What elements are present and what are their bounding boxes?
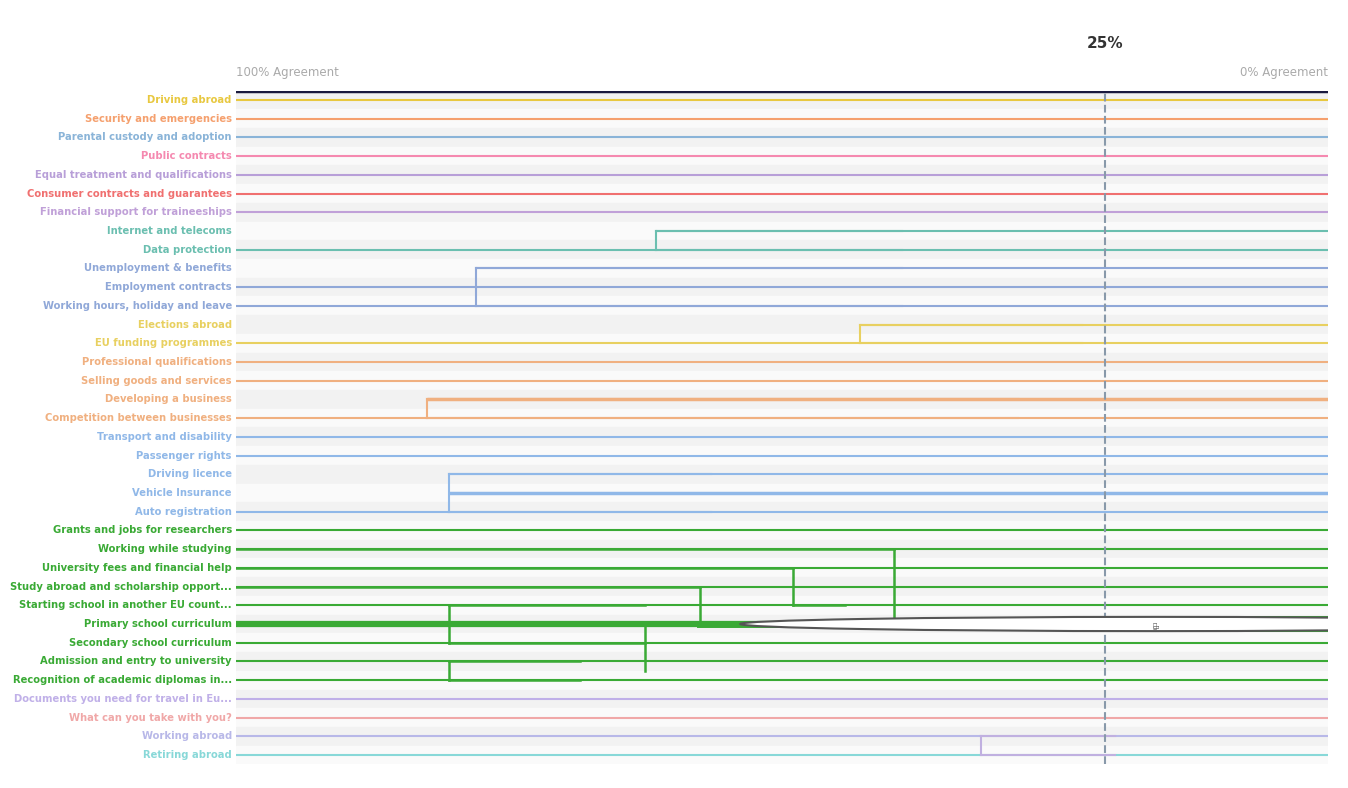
Bar bbox=[236, 409, 1328, 428]
Bar bbox=[236, 371, 1328, 390]
Text: 100% Agreement: 100% Agreement bbox=[236, 66, 338, 79]
Text: Equal treatment and qualifications: Equal treatment and qualifications bbox=[35, 170, 232, 180]
Text: Data protection: Data protection bbox=[143, 245, 232, 255]
Bar bbox=[236, 745, 1328, 764]
Text: Financial support for traineeships: Financial support for traineeships bbox=[40, 207, 232, 217]
Bar bbox=[236, 428, 1328, 446]
Bar bbox=[236, 652, 1328, 671]
Text: ▭: ▭ bbox=[1153, 624, 1158, 630]
Text: Passenger rights: Passenger rights bbox=[136, 451, 232, 460]
Bar bbox=[236, 334, 1328, 353]
Text: Vehicle Insurance: Vehicle Insurance bbox=[132, 488, 232, 498]
Text: 0% Agreement: 0% Agreement bbox=[1240, 66, 1328, 79]
Bar bbox=[236, 165, 1328, 184]
Text: Driving licence: Driving licence bbox=[148, 470, 232, 479]
Text: Grants and jobs for researchers: Grants and jobs for researchers bbox=[53, 526, 232, 535]
Text: Secondary school curriculum: Secondary school curriculum bbox=[69, 637, 232, 648]
FancyBboxPatch shape bbox=[1181, 616, 1328, 632]
Text: Selling goods and services: Selling goods and services bbox=[81, 376, 232, 385]
Circle shape bbox=[740, 617, 1348, 631]
Bar bbox=[236, 634, 1328, 652]
Bar bbox=[236, 446, 1328, 465]
Text: Driving abroad: Driving abroad bbox=[147, 95, 232, 105]
Bar bbox=[236, 296, 1328, 315]
Bar bbox=[236, 578, 1328, 596]
Text: Unemployment & benefits: Unemployment & benefits bbox=[84, 263, 232, 273]
Bar bbox=[236, 184, 1328, 203]
Bar bbox=[236, 353, 1328, 371]
Bar bbox=[236, 110, 1328, 128]
Bar bbox=[236, 690, 1328, 708]
Text: EU funding programmes: EU funding programmes bbox=[94, 338, 232, 348]
Text: Employment contracts: Employment contracts bbox=[105, 282, 232, 292]
Text: ⌒: ⌒ bbox=[1153, 623, 1158, 629]
Text: Study abroad and scholarship opport...: Study abroad and scholarship opport... bbox=[9, 582, 232, 592]
Bar bbox=[236, 315, 1328, 334]
Bar bbox=[236, 128, 1328, 147]
Text: Primary school curriculum: Primary school curriculum bbox=[84, 619, 232, 629]
Bar bbox=[236, 484, 1328, 503]
Bar bbox=[236, 221, 1328, 240]
Bar bbox=[236, 91, 1328, 110]
Bar bbox=[236, 240, 1328, 259]
Bar bbox=[236, 259, 1328, 278]
Text: Education, School, School resources: Education, School, School resources bbox=[1162, 619, 1347, 629]
Text: University fees and financial help: University fees and financial help bbox=[42, 563, 232, 573]
Text: Working hours, holiday and leave: Working hours, holiday and leave bbox=[43, 301, 232, 310]
Text: 25%: 25% bbox=[1086, 36, 1123, 51]
Bar bbox=[236, 147, 1328, 165]
Bar bbox=[236, 503, 1328, 521]
Bar bbox=[236, 671, 1328, 690]
Text: Starting school in another EU count...: Starting school in another EU count... bbox=[19, 600, 232, 610]
Text: What can you take with you?: What can you take with you? bbox=[69, 712, 232, 723]
Bar bbox=[236, 708, 1328, 727]
Bar bbox=[236, 596, 1328, 615]
Text: Public contracts: Public contracts bbox=[142, 151, 232, 161]
Bar bbox=[236, 203, 1328, 221]
Text: Elections abroad: Elections abroad bbox=[137, 320, 232, 329]
Bar bbox=[236, 727, 1328, 745]
Text: Developing a business: Developing a business bbox=[105, 395, 232, 404]
Text: Documents you need for travel in Eu...: Documents you need for travel in Eu... bbox=[13, 694, 232, 704]
Text: Professional qualifications: Professional qualifications bbox=[82, 357, 232, 367]
Text: Consumer contracts and guarantees: Consumer contracts and guarantees bbox=[27, 188, 232, 199]
Text: Working abroad: Working abroad bbox=[142, 731, 232, 742]
Text: Admission and entry to university: Admission and entry to university bbox=[40, 656, 232, 667]
Bar bbox=[236, 540, 1328, 559]
Text: Transport and disability: Transport and disability bbox=[97, 432, 232, 442]
Text: Internet and telecoms: Internet and telecoms bbox=[106, 226, 232, 236]
Text: Recognition of academic diplomas in...: Recognition of academic diplomas in... bbox=[12, 675, 232, 685]
Bar bbox=[236, 559, 1328, 578]
Text: Security and emergencies: Security and emergencies bbox=[85, 113, 232, 124]
Bar bbox=[236, 521, 1328, 540]
Bar bbox=[236, 390, 1328, 409]
Bar bbox=[236, 278, 1328, 296]
Text: Parental custody and adoption: Parental custody and adoption bbox=[58, 132, 232, 143]
Bar bbox=[236, 465, 1328, 484]
Text: Working while studying: Working while studying bbox=[98, 545, 232, 554]
Text: Auto registration: Auto registration bbox=[135, 507, 232, 517]
Text: Competition between businesses: Competition between businesses bbox=[46, 413, 232, 423]
Text: Retiring abroad: Retiring abroad bbox=[143, 750, 232, 760]
Bar bbox=[236, 615, 1328, 634]
